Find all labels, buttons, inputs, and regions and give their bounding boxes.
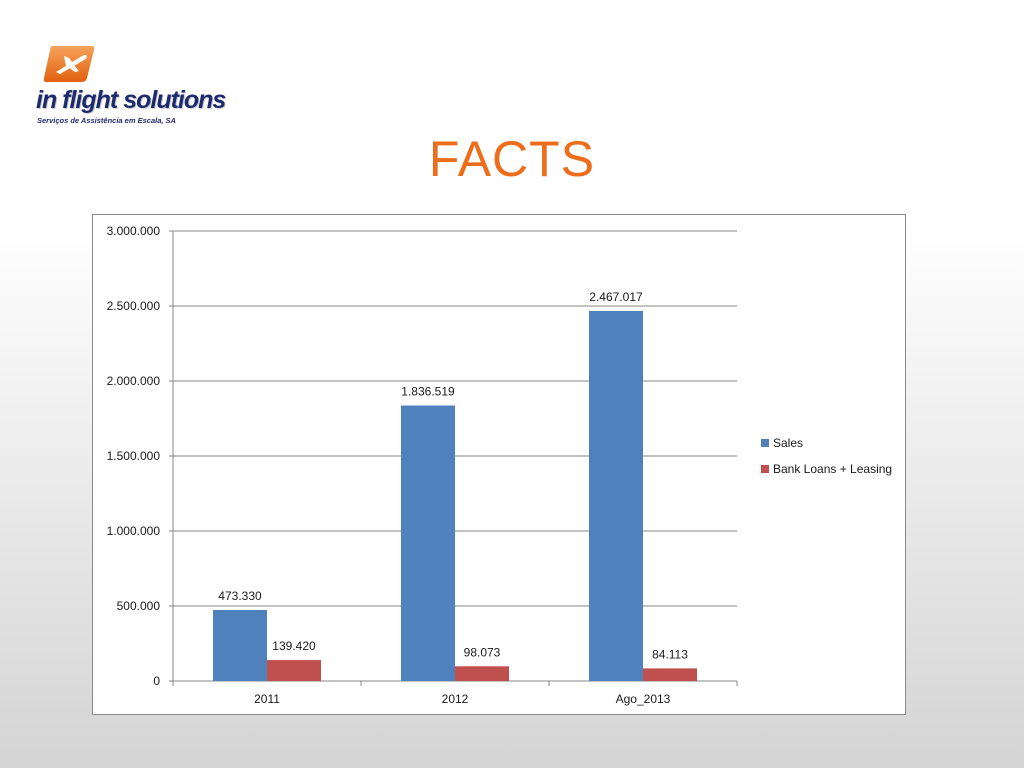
x-tick-label: 2011 xyxy=(254,692,280,706)
bar-chart: 0 500.000 1.000.000 1.500.000 2.000.000 2.500… xyxy=(107,224,892,706)
y-tick-label: 0 xyxy=(153,674,160,688)
data-label: 98.073 xyxy=(464,645,501,659)
legend-swatch xyxy=(761,439,769,447)
bar-bank-loans-leasing xyxy=(455,666,509,681)
y-tick-label: 1.500.000 xyxy=(107,449,161,463)
x-tick-label: 2012 xyxy=(442,692,469,706)
data-label: 139.420 xyxy=(272,639,316,653)
y-tick-label: 1.000.000 xyxy=(107,524,161,538)
legend-label: Sales xyxy=(773,436,803,450)
data-label: 2.467.017 xyxy=(589,290,643,304)
data-label: 473.330 xyxy=(218,589,262,603)
logo-tagline: Serviços de Assistência em Escala, SA xyxy=(37,116,176,125)
airplane-icon xyxy=(43,46,95,82)
y-tick-label: 2.000.000 xyxy=(107,374,161,388)
data-label: 1.836.519 xyxy=(401,385,455,399)
bar-sales xyxy=(401,405,455,681)
slide-title: FACTS xyxy=(428,131,596,187)
y-tick-label: 3.000.000 xyxy=(107,224,161,238)
data-label: 84.113 xyxy=(652,647,688,661)
legend-swatch xyxy=(761,465,769,473)
y-tick-label: 2.500.000 xyxy=(107,299,161,313)
bar-bank-loans-leasing xyxy=(267,660,321,681)
company-logo: in flight solutions Serviços de Assistên… xyxy=(36,44,256,128)
bar-sales xyxy=(589,310,643,681)
y-tick-label: 500.000 xyxy=(117,599,161,613)
x-tick-label: Ago_2013 xyxy=(616,692,671,706)
logo-name: in flight solutions xyxy=(36,86,226,114)
bar-bank-loans-leasing xyxy=(643,668,697,681)
bar-sales xyxy=(213,610,267,681)
chart-container: 0 500.000 1.000.000 1.500.000 2.000.000 2.500… xyxy=(92,214,906,715)
legend-label: Bank Loans + Leasing xyxy=(773,462,892,476)
